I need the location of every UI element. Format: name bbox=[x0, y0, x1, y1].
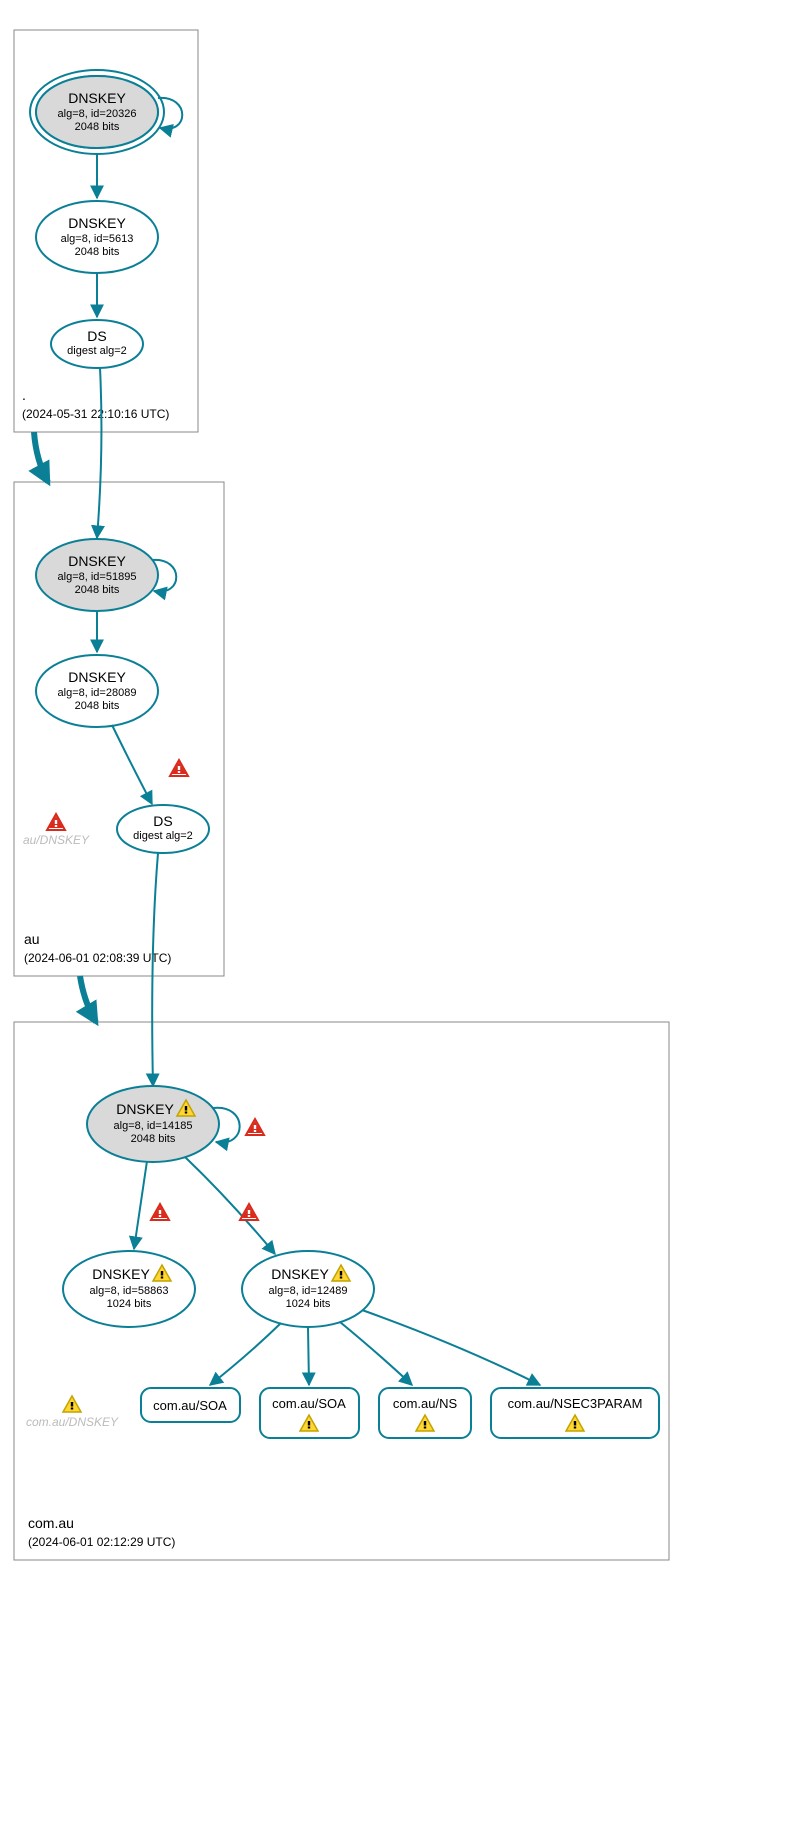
svg-text:2048 bits: 2048 bits bbox=[75, 121, 120, 133]
svg-text:DNSKEY: DNSKEY bbox=[68, 553, 126, 569]
edge-delegation-au-comau bbox=[80, 976, 96, 1022]
svg-text:alg=8, id=20326: alg=8, id=20326 bbox=[58, 108, 137, 120]
svg-text:1024 bits: 1024 bits bbox=[107, 1298, 152, 1310]
warning-icon bbox=[240, 1204, 258, 1220]
svg-text:alg=8, id=51895: alg=8, id=51895 bbox=[58, 571, 137, 583]
svg-text:DNSKEY: DNSKEY bbox=[271, 1266, 329, 1282]
zone-comau-time: (2024-06-01 02:12:29 UTC) bbox=[28, 1535, 175, 1549]
svg-text:DS: DS bbox=[153, 813, 172, 829]
zone-root-label: . bbox=[22, 387, 26, 403]
warning-icon bbox=[170, 760, 188, 776]
svg-text:alg=8, id=14185: alg=8, id=14185 bbox=[114, 1120, 193, 1132]
zone-au-label: au bbox=[24, 931, 40, 947]
node-root-ds: DS digest alg=2 bbox=[51, 320, 143, 368]
node-comau-zsk2: DNSKEY alg=8, id=12489 1024 bits bbox=[242, 1251, 374, 1327]
svg-text:digest alg=2: digest alg=2 bbox=[67, 345, 127, 357]
dnssec-trust-graph: . (2024-05-31 22:10:16 UTC) DNSKEY alg=8… bbox=[0, 0, 800, 1843]
svg-text:com.au/NSEC3PARAM: com.au/NSEC3PARAM bbox=[508, 1396, 643, 1411]
edge-delegation-root-au bbox=[34, 432, 48, 482]
svg-text:com.au/SOA: com.au/SOA bbox=[272, 1396, 346, 1411]
zone-root-time: (2024-05-31 22:10:16 UTC) bbox=[22, 407, 169, 421]
ghost-au-dnskey: au/DNSKEY bbox=[23, 833, 90, 847]
svg-text:alg=8, id=58863: alg=8, id=58863 bbox=[90, 1285, 169, 1297]
edge-ds-comau-ksk bbox=[152, 853, 158, 1086]
edge-zsk2-ns bbox=[340, 1322, 412, 1385]
svg-text:alg=8, id=28089: alg=8, id=28089 bbox=[58, 687, 137, 699]
svg-text:digest alg=2: digest alg=2 bbox=[133, 830, 193, 842]
zone-comau-label: com.au bbox=[28, 1515, 74, 1531]
rr-soa2: com.au/SOA bbox=[260, 1388, 359, 1438]
rr-nsec3param: com.au/NSEC3PARAM bbox=[491, 1388, 659, 1438]
rr-ns: com.au/NS bbox=[379, 1388, 471, 1438]
svg-text:com.au/NS: com.au/NS bbox=[393, 1396, 458, 1411]
svg-text:2048 bits: 2048 bits bbox=[75, 700, 120, 712]
node-au-ds: DS digest alg=2 bbox=[117, 805, 209, 853]
edge-comau-ksk-zsk1 bbox=[134, 1161, 147, 1249]
svg-text:alg=8, id=5613: alg=8, id=5613 bbox=[61, 233, 134, 245]
svg-text:2048 bits: 2048 bits bbox=[75, 246, 120, 258]
node-au-ksk: DNSKEY alg=8, id=51895 2048 bits bbox=[36, 539, 158, 611]
node-comau-zsk1: DNSKEY alg=8, id=58863 1024 bits bbox=[63, 1251, 195, 1327]
svg-text:1024 bits: 1024 bits bbox=[286, 1298, 331, 1310]
svg-text:alg=8, id=12489: alg=8, id=12489 bbox=[269, 1285, 348, 1297]
edge-au-zsk-ds bbox=[112, 725, 152, 804]
edge-zsk2-nsec bbox=[362, 1310, 540, 1385]
zone-au-time: (2024-06-01 02:08:39 UTC) bbox=[24, 951, 171, 965]
svg-text:2048 bits: 2048 bits bbox=[131, 1133, 176, 1145]
svg-text:com.au/SOA: com.au/SOA bbox=[153, 1398, 227, 1413]
warning-icon bbox=[151, 1204, 169, 1220]
svg-text:DNSKEY: DNSKEY bbox=[92, 1266, 150, 1282]
svg-text:DNSKEY: DNSKEY bbox=[116, 1101, 174, 1117]
svg-text:DS: DS bbox=[87, 328, 106, 344]
edge-ds-au-ksk bbox=[97, 368, 101, 538]
warning-icon bbox=[246, 1119, 264, 1135]
svg-text:DNSKEY: DNSKEY bbox=[68, 90, 126, 106]
rr-soa1: com.au/SOA bbox=[141, 1388, 240, 1422]
node-root-zsk: DNSKEY alg=8, id=5613 2048 bits bbox=[36, 201, 158, 273]
warning-icon bbox=[63, 1396, 81, 1412]
ghost-comau-dnskey: com.au/DNSKEY bbox=[26, 1415, 119, 1429]
svg-text:DNSKEY: DNSKEY bbox=[68, 215, 126, 231]
edge-zsk2-soa1 bbox=[210, 1323, 281, 1385]
node-comau-ksk: DNSKEY alg=8, id=14185 2048 bits bbox=[87, 1086, 219, 1162]
edge-zsk2-soa2 bbox=[308, 1327, 309, 1385]
warning-icon bbox=[47, 814, 65, 830]
node-root-ksk: DNSKEY alg=8, id=20326 2048 bits bbox=[30, 70, 164, 154]
svg-text:2048 bits: 2048 bits bbox=[75, 584, 120, 596]
svg-text:DNSKEY: DNSKEY bbox=[68, 669, 126, 685]
edge-comau-ksk-zsk2 bbox=[185, 1157, 275, 1254]
node-au-zsk: DNSKEY alg=8, id=28089 2048 bits bbox=[36, 655, 158, 727]
